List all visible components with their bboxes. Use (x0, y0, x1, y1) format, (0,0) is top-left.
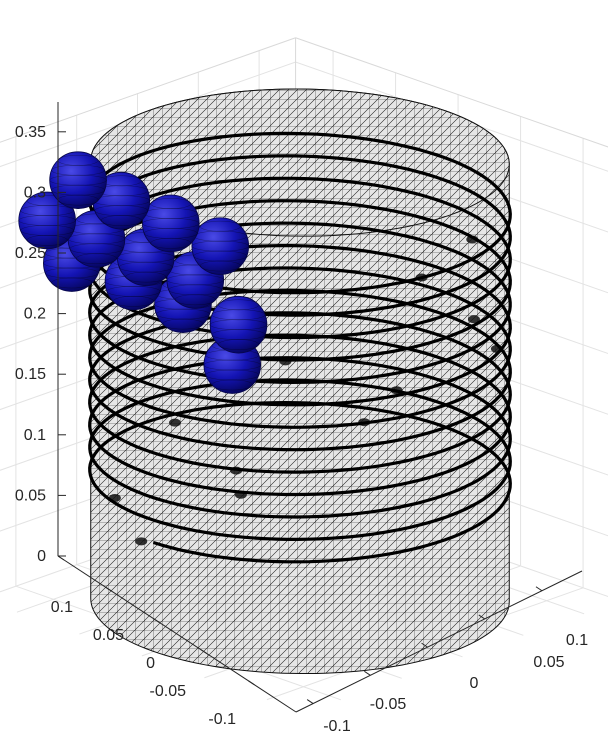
x-tick-label-0: 0.1 (51, 599, 73, 616)
x-tick-label-2: 0 (146, 655, 155, 672)
sphere-mesh-9-3 (156, 308, 210, 320)
y-tick-mark-0 (306, 699, 314, 704)
sphere-mesh-10-3 (106, 286, 161, 297)
sphere-mesh-7-4 (26, 235, 68, 246)
x-tick-label-1: 0.05 (93, 627, 124, 644)
z-tick-label-0: 0 (37, 548, 46, 565)
sphere-mesh-7-3 (20, 225, 74, 236)
sphere-mesh-1-2 (142, 218, 200, 229)
sphere-body-1 (142, 194, 200, 253)
sphere-mesh-8-0 (218, 299, 259, 311)
x-tick-label-3: -0.05 (150, 683, 187, 700)
sphere-mesh-6-3 (69, 243, 124, 255)
z-tick-label-1: 0.05 (15, 487, 46, 504)
sphere-mesh-0-0 (199, 220, 241, 232)
sphere-mesh-0-4 (199, 260, 241, 272)
y-tick-mark-3 (478, 614, 486, 620)
sphere-mesh-1-0 (150, 198, 192, 209)
tick-labels: 00.050.10.150.20.250.30.350.10.050-0.05-… (15, 124, 588, 735)
sphere-mesh-12-4 (211, 379, 253, 391)
sphere-mesh-3-2 (49, 174, 107, 186)
y-tick-label-4: 0.1 (566, 632, 588, 649)
x-axis-line (57, 555, 297, 713)
sphere-mesh-0-3 (193, 250, 248, 262)
x-tick-mark-4 (248, 680, 255, 686)
sphere-mesh-12-3 (205, 369, 260, 381)
sphere-mesh-1-4 (150, 237, 192, 249)
z-tick-label-4: 0.2 (24, 306, 46, 323)
box-edge-4 (295, 37, 608, 148)
dark-point-8 (467, 315, 480, 324)
y-tick-mark-2 (421, 642, 428, 648)
y-tick-label-1: -0.05 (370, 696, 407, 713)
sphere-mesh-5-4 (125, 271, 167, 283)
sphere-mesh-4-4 (174, 294, 216, 306)
z-tick-label-6: 0.3 (24, 184, 46, 201)
sphere-0 (191, 217, 250, 275)
sphere-mesh-2-3 (94, 205, 149, 216)
dark-point-3 (169, 418, 181, 427)
box-edge-3 (0, 37, 296, 143)
sphere-mesh-1-3 (144, 228, 198, 239)
z-tick-label-5: 0.25 (15, 245, 46, 262)
sphere-body-0 (191, 217, 250, 275)
z-tick-label-7: 0.35 (15, 124, 46, 141)
y-axis-line (295, 570, 583, 713)
cylinder-top-surface (90, 88, 510, 237)
sphere-mesh-7-1 (20, 205, 74, 216)
sphere-mesh-11-3 (45, 267, 99, 279)
sphere-mesh-0-2 (191, 240, 249, 252)
x-tick-mark-0 (57, 555, 65, 561)
sphere-mesh-11-4 (51, 277, 93, 289)
x-tick-mark-3 (200, 649, 208, 655)
sphere-8 (209, 295, 268, 354)
sphere-mesh-8-1 (211, 309, 266, 321)
sphere-1 (142, 194, 200, 253)
sphere-mesh-3-1 (51, 164, 105, 176)
sphere-mesh-7-2 (18, 215, 76, 226)
y-tick-mark-4 (535, 586, 543, 592)
z-tick-label-3: 0.15 (15, 366, 46, 383)
y-tick-label-3: 0.05 (533, 654, 564, 671)
x-tick-label-4: -0.1 (208, 711, 236, 728)
sphere-mesh-9-4 (162, 318, 204, 330)
x-tick-mark-1 (105, 586, 112, 592)
axes-frame (57, 102, 583, 713)
sphere-mesh-6-4 (76, 253, 117, 264)
sphere-2 (92, 171, 151, 230)
sphere-mesh-3-3 (51, 184, 105, 196)
sphere-mesh-2-4 (100, 215, 142, 226)
sphere-mesh-4-3 (168, 284, 223, 296)
sphere-mesh-10-4 (113, 296, 154, 307)
z-tick-label-2: 0.1 (24, 427, 46, 444)
sphere-mesh-8-4 (218, 339, 259, 350)
sphere-mesh-8-3 (211, 329, 266, 340)
sphere-mesh-12-2 (203, 359, 261, 371)
y-tick-label-0: -0.1 (323, 718, 351, 735)
sphere-mesh-5-3 (119, 261, 173, 273)
sphere-body-8 (209, 295, 268, 354)
sphere-3 (49, 151, 107, 209)
dark-point-5 (135, 537, 148, 546)
x-tick-mark-2 (152, 617, 160, 623)
y-tick-mark-1 (364, 670, 371, 676)
sphere-mesh-4-2 (166, 274, 224, 286)
y-tick-label-2: 0 (470, 675, 479, 692)
sphere-mesh-8-2 (209, 319, 268, 330)
